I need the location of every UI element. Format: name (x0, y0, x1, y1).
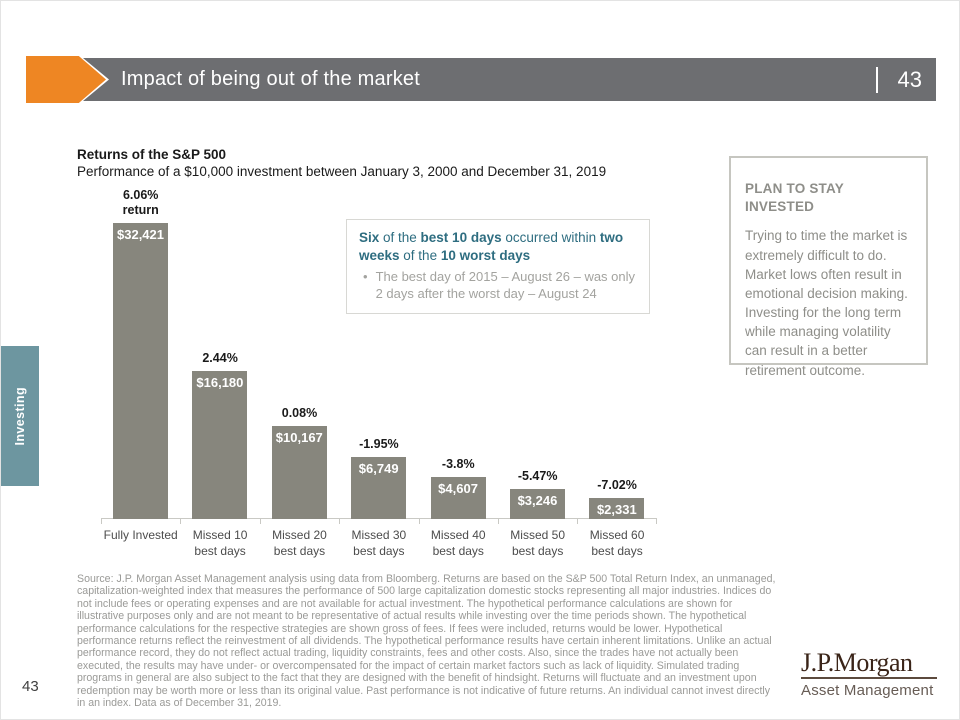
axis-tick (339, 519, 418, 524)
category-label: Missed 20 best days (272, 528, 327, 558)
bar-5: $3,246 (509, 489, 565, 519)
bar-value-label: $6,749 (358, 461, 399, 476)
bar-value-label: $32,421 (117, 227, 164, 242)
bar-value-label: $2,331 (596, 502, 637, 517)
return-label: 2.44% (202, 351, 238, 365)
axis-tick (101, 519, 180, 524)
category-label: Missed 60 best days (589, 528, 645, 558)
header-bar: Impact of being out of the market 43 (83, 58, 936, 101)
axis-tick (497, 519, 577, 524)
chart-subtitle: Performance of a $10,000 investment betw… (77, 164, 607, 179)
chart-title: Returns of the S&P 500 (77, 147, 227, 162)
logo-brand-text: J.P.Morgan (801, 649, 937, 680)
section-tab-investing[interactable]: Investing (1, 346, 39, 486)
callout-bullet-text: The best day of 2015 – August 26 – was o… (375, 269, 636, 301)
return-label: -3.8% (441, 457, 475, 471)
axis-tick (418, 519, 498, 524)
callout-bullet: • The best day of 2015 – August 26 – was… (359, 269, 637, 303)
chart-column: -5.47% $3,246 (498, 191, 577, 519)
return-label: 6.06% return (122, 188, 159, 217)
callout-box: Six of the best 10 days occurred within … (346, 219, 650, 314)
header-page-area: 43 (875, 66, 922, 93)
logo-division-text: Asset Management (801, 682, 934, 700)
chart-column: 0.08% $10,167 (260, 191, 339, 519)
category-label: Missed 40 best days (430, 528, 486, 558)
chart-column: 2.44% $16,180 (180, 191, 259, 519)
axis-tick (259, 519, 339, 524)
return-label: 0.08% (281, 406, 318, 420)
category-label: Missed 30 best days (351, 528, 407, 558)
jpmorgan-logo: J.P.Morgan Asset Management (801, 649, 937, 699)
bar-value-label: $3,246 (517, 493, 558, 508)
axis-tick (577, 519, 657, 524)
bar-value-label: $4,607 (438, 481, 478, 496)
return-label: -7.02% (597, 478, 637, 492)
plan-box: PLAN TO STAY INVESTED Trying to time the… (729, 156, 928, 378)
bar-3: $6,749 (351, 457, 407, 519)
bar-4: $4,607 (430, 477, 486, 519)
bar-2: $10,167 (271, 426, 327, 519)
category-label: Missed 50 best days (510, 528, 565, 558)
category-label: Fully Invested (103, 528, 178, 542)
return-label: -5.47% (517, 469, 558, 483)
header-divider (875, 66, 878, 93)
chart-bars: 6.06% return $32,421 2.44% $16,180 0.08% $10,1… (101, 188, 657, 519)
plan-box-title: PLAN TO STAY INVESTED (745, 181, 844, 215)
page-title: Impact of being out of the market (121, 68, 420, 90)
bar-1: $16,180 (192, 371, 248, 519)
chart-column: -1.95% $6,749 (339, 191, 418, 519)
chart-axis-ticks (101, 519, 657, 524)
category-label: Missed 10 best days (192, 528, 248, 558)
source-disclosure-text: Source: J.P. Morgan Asset Management ana… (77, 573, 776, 709)
chart-column: -7.02% $2,331 (577, 191, 656, 519)
bar-value-label: $10,167 (275, 430, 323, 445)
chart-column: -3.8% $4,607 (419, 191, 498, 519)
return-label: -1.95% (359, 437, 399, 451)
bar-value-label: $16,180 (196, 375, 244, 390)
bar-chart: 6.06% return $32,421 2.44% $16,180 0.08% $10,1… (101, 188, 657, 559)
callout-title: Six of the best 10 days occurred within … (359, 230, 624, 263)
chart-category-labels: Fully Invested Missed 10 best days Missed 2… (101, 524, 657, 559)
chart-column: 6.06% return $32,421 (101, 188, 180, 519)
header-page-number: 43 (897, 66, 922, 92)
bullet-icon: • (363, 269, 368, 285)
axis-tick (180, 519, 259, 524)
plan-box-body: Trying to time the market is extremely d… (745, 228, 908, 378)
bar-0: $32,421 (113, 223, 168, 519)
section-tab-label: Investing (13, 386, 27, 446)
footer-page-number: 43 (22, 678, 39, 695)
bar-6: $2,331 (589, 498, 645, 519)
